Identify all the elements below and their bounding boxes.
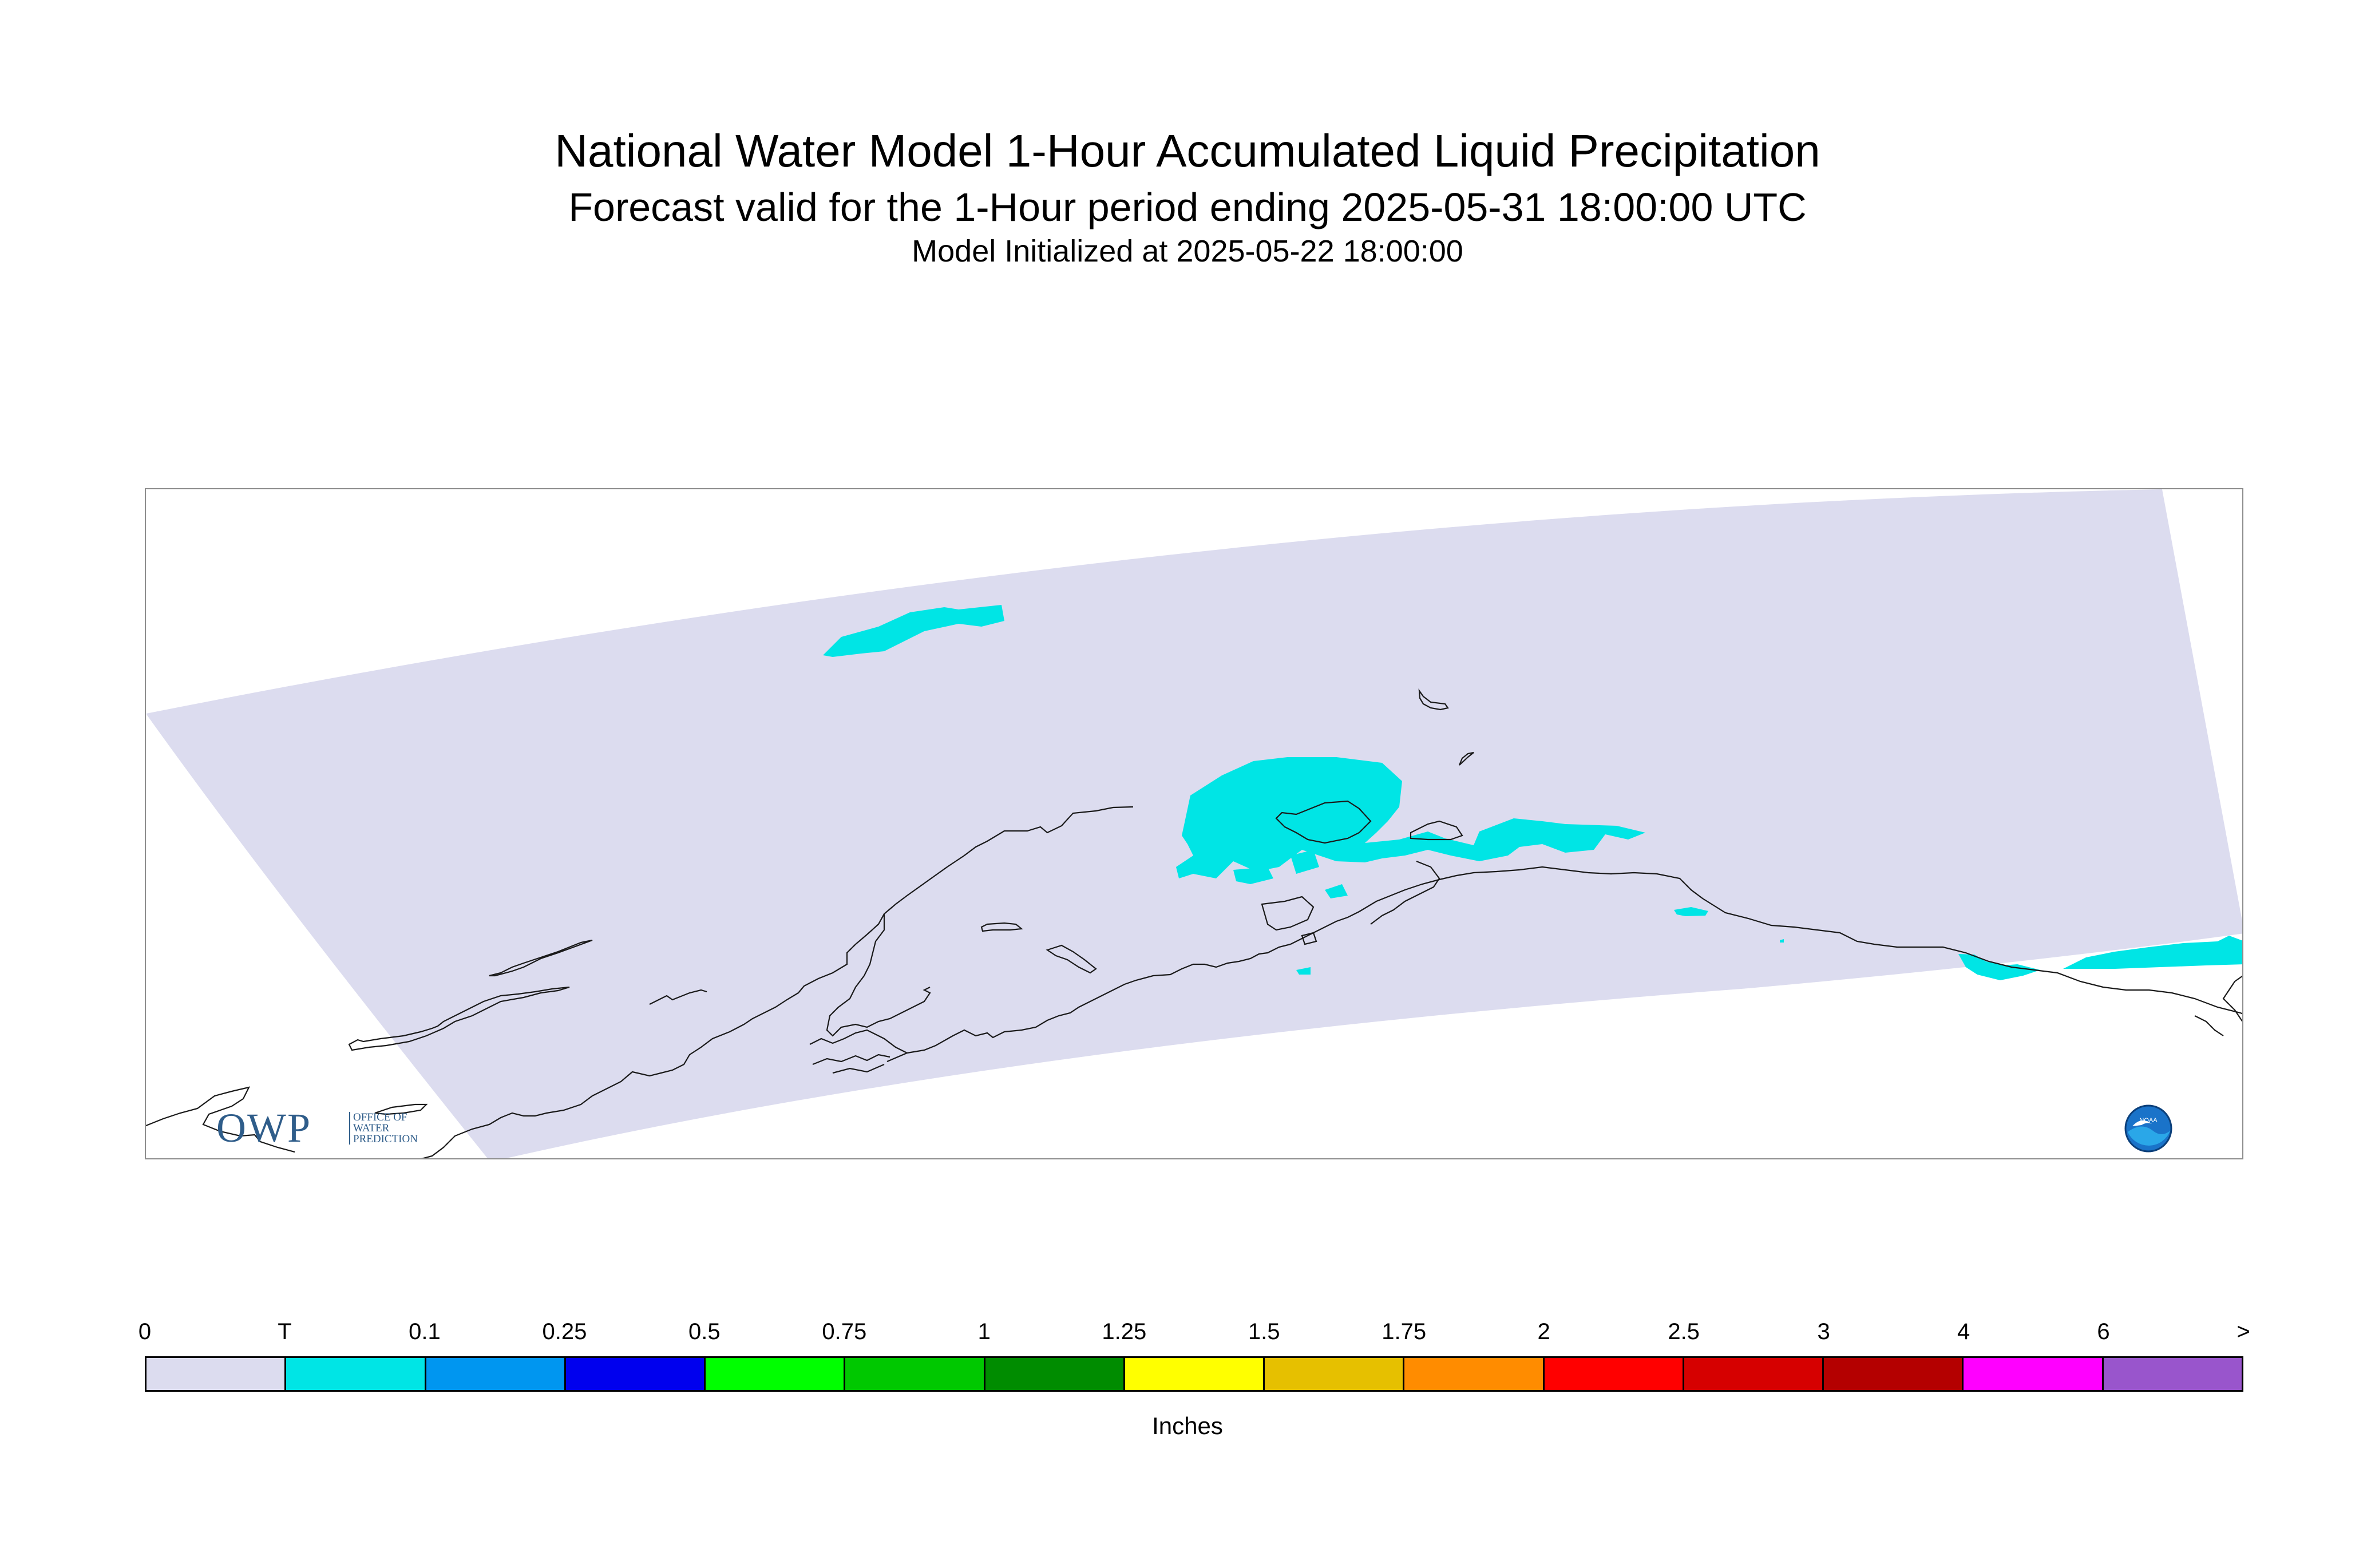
legend-tick-label: 1.5: [1248, 1319, 1280, 1344]
precip-area-islands: [1233, 850, 1348, 975]
owp-logo-subtext: OFFICE OF WATER PREDICTION: [349, 1112, 418, 1145]
model-init-line: Model Initialized at 2025-05-22 18:00:00: [912, 234, 1463, 268]
legend-tick-label: 0: [138, 1319, 152, 1344]
legend-swatch: [1824, 1358, 1964, 1390]
legend-swatch: [147, 1358, 287, 1390]
legend-tick-label: 0.1: [409, 1319, 441, 1344]
chart-subtitle: Forecast valid for the 1-Hour period end…: [568, 185, 1807, 229]
legend-swatch: [706, 1358, 846, 1390]
map-svg: [146, 489, 2242, 1158]
chart-title: National Water Model 1-Hour Accumulated …: [555, 125, 1820, 176]
legend-swatch: [1125, 1358, 1265, 1390]
owp-subtext-line: PREDICTION: [353, 1133, 418, 1145]
coastline-lake-iliamna: [980, 922, 1097, 974]
legend-tick-label: 1: [977, 1319, 991, 1344]
owp-logo-text: OWP: [216, 1105, 311, 1151]
map-panel: [145, 488, 2243, 1159]
legend-swatch: [985, 1358, 1125, 1390]
coastline-western-peninsula: [826, 914, 931, 1037]
legend-units: Inches: [1152, 1412, 1223, 1439]
coastline-south-central: [1290, 866, 2242, 1015]
noaa-logo: NOAA: [2124, 1104, 2172, 1153]
legend-swatch: [2103, 1358, 2242, 1390]
legend-tick-label: 4: [1957, 1319, 1970, 1344]
legend-swatch: [845, 1358, 985, 1390]
legend-tick-label: 0.75: [822, 1319, 867, 1344]
legend-swatch: [565, 1358, 706, 1390]
legend-tick-label: 6: [2097, 1319, 2110, 1344]
legend-tick-label: 1.75: [1382, 1319, 1427, 1344]
owp-subtext-line: WATER: [353, 1122, 390, 1134]
legend-swatch: [1544, 1358, 1684, 1390]
coastline-north-islands: [1418, 688, 1474, 766]
legend-swatch: [426, 1358, 566, 1390]
coastline-kenai: [1370, 820, 1463, 925]
precip-area-central: [1176, 757, 1645, 878]
legend-swatch: [1684, 1358, 1824, 1390]
legend-tick-label: 0.5: [688, 1319, 721, 1344]
legend-tick-label: 1.25: [1102, 1319, 1147, 1344]
coastline-alaska-peninsula: [809, 1029, 908, 1074]
legend-swatch: [286, 1358, 426, 1390]
legend-colorbar: [145, 1356, 2243, 1392]
precip-area-east-small: [1674, 907, 1784, 943]
owp-subtext-line: OFFICE OF: [353, 1111, 407, 1123]
coastline-kodiak: [1261, 896, 1317, 945]
legend-tick-label: 3: [1817, 1319, 1830, 1344]
legend-tick-label: 2.5: [1668, 1319, 1700, 1344]
legend-tick-label: 0.25: [542, 1319, 587, 1344]
precip-area-far-east: [2063, 936, 2242, 969]
coastline-southeast: [2194, 975, 2242, 1036]
legend-swatch: [1265, 1358, 1405, 1390]
legend-tick-label: >: [2237, 1319, 2250, 1344]
coastlines: [146, 688, 2242, 1158]
precip-area-southeast: [1958, 954, 2040, 980]
coastline-yukon-delta: [489, 939, 707, 1005]
svg-text:NOAA: NOAA: [2139, 1117, 2158, 1124]
coastline-mainland: [421, 806, 1134, 1158]
precip-areas: [823, 605, 2242, 980]
legend-tick-label: T: [278, 1319, 292, 1344]
coastline-cook-inlet: [1275, 800, 1372, 844]
coastline-bristol-bay: [886, 943, 1291, 1063]
legend-swatch: [1964, 1358, 2104, 1390]
legend-tick-label: 2: [1537, 1319, 1550, 1344]
precip-area-north: [823, 605, 1004, 657]
legend-swatch: [1404, 1358, 1545, 1390]
coastline-southwest: [146, 986, 570, 1153]
